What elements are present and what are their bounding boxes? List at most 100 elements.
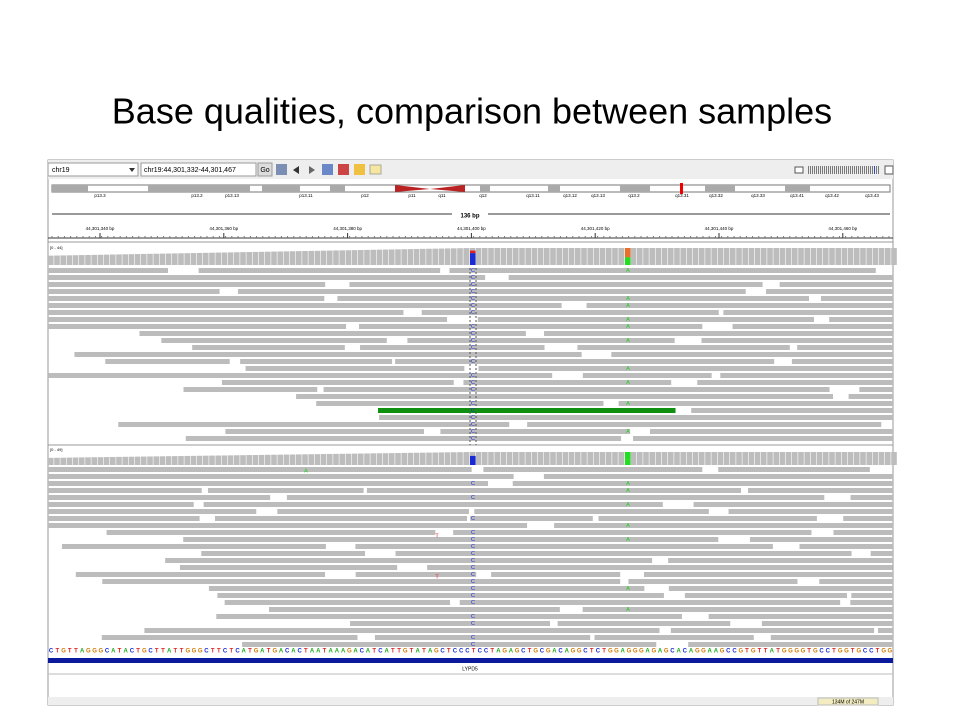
read [242, 642, 657, 647]
coverage-bar [829, 248, 835, 265]
sequence-base: G [192, 649, 197, 655]
locus-box[interactable] [140, 162, 257, 177]
band-label: q13.31 [675, 193, 689, 198]
sequence-base: T [876, 649, 880, 655]
read [48, 523, 528, 528]
coverage-allele [470, 250, 476, 254]
sequence-base: T [161, 649, 165, 655]
coverage-bar [506, 452, 513, 465]
coverage-bar [531, 452, 538, 465]
band [52, 185, 88, 192]
read [577, 345, 790, 350]
mismatch-base: A [626, 537, 630, 543]
coverage-bar [754, 452, 761, 465]
back-icon[interactable] [293, 166, 299, 174]
read [708, 614, 893, 619]
zoom-tick [842, 166, 843, 174]
sequence-base: C [484, 649, 489, 655]
read [723, 310, 893, 315]
sequence-base: C [670, 649, 675, 655]
read [611, 352, 893, 357]
coverage-bar [320, 250, 327, 265]
coverage-bar [798, 248, 804, 265]
home-icon[interactable] [276, 164, 287, 175]
coverage-bar [649, 248, 655, 265]
read [791, 359, 893, 364]
roi-icon[interactable] [338, 164, 349, 175]
resize-icon[interactable] [354, 164, 365, 175]
read [582, 373, 712, 378]
coverage-bar [544, 248, 550, 265]
coverage-bar [792, 248, 798, 265]
coverage-bar [463, 452, 469, 465]
coverage-bar [382, 453, 389, 465]
coverage-bar [265, 454, 271, 465]
coverage-bar [754, 248, 761, 265]
coverage-bar [717, 452, 724, 465]
span-bg [452, 212, 488, 220]
mismatch-base: A [626, 317, 630, 323]
zoom-tick [862, 166, 863, 174]
coverage-bar [389, 249, 395, 265]
read [544, 331, 893, 336]
ruler-label: 44,301,340 bp [86, 226, 115, 231]
sequence-base: T [323, 649, 327, 655]
coverage-bar [463, 248, 469, 265]
coverage-bar [48, 457, 54, 465]
sequence-base: A [689, 649, 694, 655]
read [48, 296, 325, 301]
sequence-base: G [347, 649, 352, 655]
read [859, 387, 893, 392]
genome-select[interactable] [47, 162, 139, 177]
coverage-bar [674, 452, 680, 465]
coverage-bar [854, 452, 860, 465]
mismatch-base: C [471, 635, 475, 641]
coverage-bar [209, 252, 215, 265]
mismatch-base: A [304, 468, 308, 474]
read [74, 352, 582, 357]
zoom-tick [860, 166, 861, 174]
read [463, 380, 672, 385]
memory-box [817, 697, 879, 706]
sequence-base: T [174, 649, 178, 655]
band [262, 185, 300, 192]
zoom-in[interactable] [884, 165, 894, 175]
mismatch-base: C [471, 289, 475, 295]
zoom-tick [854, 166, 855, 174]
read [693, 502, 893, 507]
coverage-bar [593, 452, 600, 465]
current-locus [680, 183, 683, 194]
refresh-icon[interactable] [322, 164, 333, 175]
mismatch-base: A [626, 296, 630, 302]
zoom-tick [814, 166, 815, 174]
coverage-bar [48, 255, 54, 265]
read [286, 495, 825, 500]
coverage-bar [488, 248, 494, 265]
sequence-base: C [130, 649, 135, 655]
coverage-bar [395, 249, 401, 265]
forward-icon[interactable] [309, 166, 315, 174]
sequence-base: A [565, 649, 570, 655]
read [491, 572, 621, 577]
read [48, 502, 194, 507]
sequence-base: T [267, 649, 271, 655]
zoom-tick [840, 166, 841, 174]
mismatch-base: C [471, 593, 475, 599]
coverage-bar [320, 454, 327, 465]
coverage-bar [116, 254, 122, 265]
coverage-bar [674, 248, 680, 265]
coverage-bar [835, 248, 841, 265]
coverage-bar [692, 452, 699, 465]
coverage-bar [277, 251, 283, 265]
read [48, 289, 220, 294]
band [548, 185, 560, 192]
read [720, 373, 893, 378]
coverage-bar [296, 251, 302, 265]
read [337, 296, 810, 301]
go-button[interactable] [257, 162, 273, 177]
read [118, 422, 510, 427]
sequence-base: C [360, 649, 365, 655]
zoom-out[interactable] [794, 166, 804, 174]
sequence-base: T [211, 649, 215, 655]
popup-icon[interactable] [369, 164, 382, 175]
